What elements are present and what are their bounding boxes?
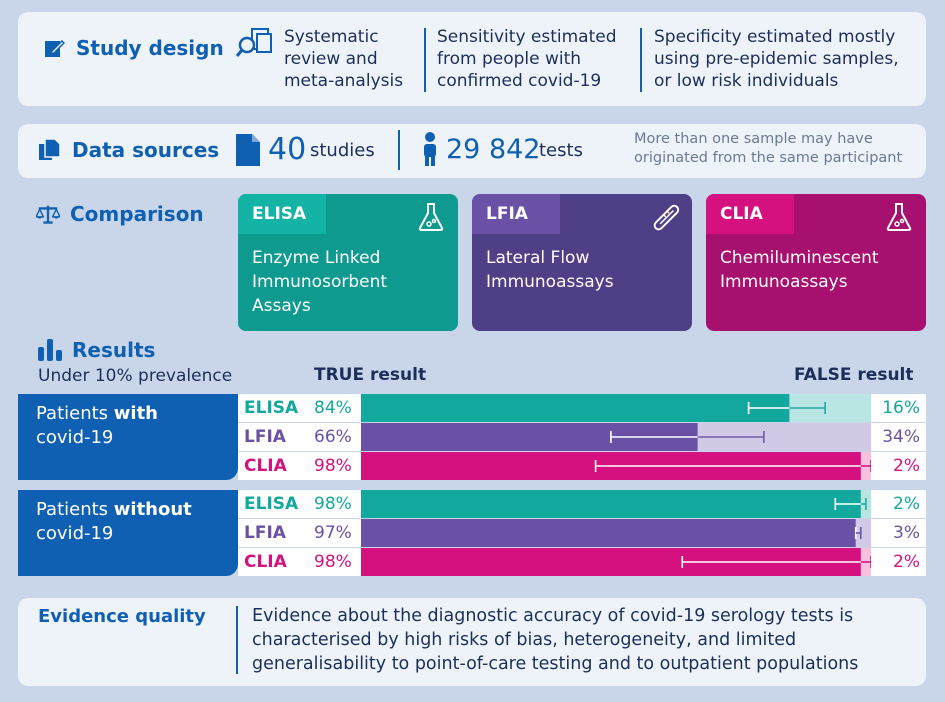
- true-value-label: 84%: [308, 394, 361, 422]
- document-icon: [236, 134, 260, 170]
- false-value-label: 3%: [871, 519, 926, 547]
- divider: [398, 130, 400, 170]
- true-value-label: 97%: [308, 519, 361, 547]
- study-design-col2: Sensitivity estimated from people with c…: [437, 27, 617, 91]
- card-name: Chemiluminescent Immunoassays: [720, 248, 879, 292]
- divider: [424, 28, 426, 92]
- bar-track: [361, 490, 871, 518]
- data-sources-panel: [18, 124, 926, 178]
- card-elisa: ELISA Enzyme Linked Immunosorbent Assays: [238, 194, 458, 331]
- card-name: Lateral Flow Immunoassays: [486, 248, 614, 292]
- study-design-col1: Systematic review and meta-analysis: [284, 27, 404, 91]
- result-row-clia: CLIA 98% 2%: [238, 452, 926, 480]
- bar-svg: [361, 519, 871, 547]
- test-name-label: ELISA: [238, 394, 308, 422]
- tests-label: tests: [539, 140, 583, 161]
- error-bar: [681, 556, 871, 568]
- true-bar: [361, 394, 790, 422]
- study-design-col3: Specificity estimated mostly using pre-e…: [654, 27, 899, 91]
- group-with-covid: Patients with covid-19: [18, 394, 238, 480]
- bar-svg: [361, 548, 871, 576]
- false-value-label: 2%: [871, 548, 926, 576]
- result-row-clia: CLIA 98% 2%: [238, 548, 926, 576]
- bar-svg: [361, 490, 871, 518]
- bar-svg: [361, 394, 871, 422]
- magnifier-documents-icon: [235, 26, 274, 64]
- group-without-covid: Patients without covid-19: [18, 490, 238, 576]
- true-result-header: TRUE result: [314, 365, 427, 385]
- card-tag: CLIA: [706, 194, 794, 234]
- test-name-label: LFIA: [238, 423, 308, 451]
- false-value-label: 16%: [871, 394, 926, 422]
- studies-number: 40: [268, 132, 307, 167]
- card-clia: CLIA Chemiluminescent Immunoassays: [706, 194, 926, 331]
- thermometer-icon: [650, 202, 680, 232]
- card-name: Enzyme Linked Immunosorbent Assays: [252, 248, 388, 316]
- tests-number: 29 842: [446, 134, 541, 165]
- results-subtitle: Under 10% prevalence: [38, 366, 233, 386]
- false-result-header: FALSE result: [794, 365, 914, 385]
- evidence-panel: [18, 598, 926, 686]
- card-tag: ELISA: [238, 194, 326, 234]
- error-bar: [834, 498, 867, 510]
- card-lfia: LFIA Lateral Flow Immunoassays: [472, 194, 692, 331]
- true-value-label: 66%: [308, 423, 361, 451]
- bar-svg: [361, 423, 871, 451]
- flask-icon: [416, 202, 446, 232]
- divider: [640, 28, 642, 92]
- documents-icon: [38, 138, 62, 162]
- studies-label: studies: [310, 140, 375, 161]
- error-bar: [594, 460, 871, 472]
- false-value-label: 34%: [871, 423, 926, 451]
- error-bar: [854, 527, 862, 539]
- false-value-label: 2%: [871, 490, 926, 518]
- result-row-elisa: ELISA 98% 2%: [238, 490, 926, 518]
- data-sources-title: Data sources: [38, 138, 219, 162]
- bar-track: [361, 423, 871, 451]
- evidence-title: Evidence quality: [38, 606, 206, 627]
- result-row-lfia: LFIA 97% 3%: [238, 519, 926, 547]
- true-bar: [361, 519, 856, 547]
- true-value-label: 98%: [308, 490, 361, 518]
- bar-track: [361, 452, 871, 480]
- test-name-label: CLIA: [238, 548, 308, 576]
- result-row-elisa: ELISA 84% 16%: [238, 394, 926, 422]
- divider: [236, 606, 238, 674]
- bar-svg: [361, 452, 871, 480]
- test-name-label: CLIA: [238, 452, 308, 480]
- person-icon: [422, 132, 438, 170]
- true-value-label: 98%: [308, 452, 361, 480]
- study-design-panel: [18, 12, 926, 106]
- false-value-label: 2%: [871, 452, 926, 480]
- error-bar: [747, 402, 826, 414]
- test-name-label: ELISA: [238, 490, 308, 518]
- result-row-lfia: LFIA 66% 34%: [238, 423, 926, 451]
- evidence-text: Evidence about the diagnostic accuracy o…: [252, 606, 859, 674]
- error-bar: [610, 431, 765, 443]
- test-name-label: LFIA: [238, 519, 308, 547]
- data-sources-note: More than one sample may have originated…: [634, 131, 903, 166]
- true-bar: [361, 490, 861, 518]
- results-title: Results: [38, 338, 155, 362]
- scales-icon: [36, 202, 60, 226]
- pencil-icon: [42, 36, 66, 60]
- bar-chart-icon: [38, 338, 62, 362]
- true-value-label: 98%: [308, 548, 361, 576]
- card-tag: LFIA: [472, 194, 560, 234]
- flask-icon: [884, 202, 914, 232]
- comparison-title: Comparison: [36, 202, 204, 226]
- bar-track: [361, 519, 871, 547]
- bar-track: [361, 394, 871, 422]
- bar-track: [361, 548, 871, 576]
- study-design-title: Study design: [42, 36, 224, 60]
